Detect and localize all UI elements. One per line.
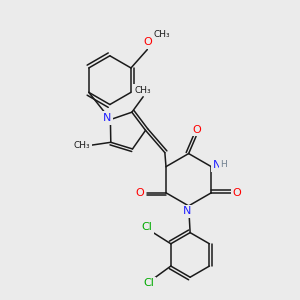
Text: O: O — [192, 125, 201, 135]
Text: N: N — [213, 160, 221, 170]
Text: O: O — [233, 188, 242, 198]
Text: N: N — [103, 113, 112, 123]
Text: N: N — [183, 206, 191, 216]
Text: O: O — [143, 37, 152, 47]
Text: O: O — [136, 188, 145, 198]
Text: CH₃: CH₃ — [135, 86, 152, 95]
Text: Cl: Cl — [142, 222, 152, 232]
Text: Cl: Cl — [143, 278, 154, 288]
Text: H: H — [220, 160, 227, 169]
Text: CH₃: CH₃ — [74, 141, 90, 150]
Text: CH₃: CH₃ — [154, 30, 170, 39]
